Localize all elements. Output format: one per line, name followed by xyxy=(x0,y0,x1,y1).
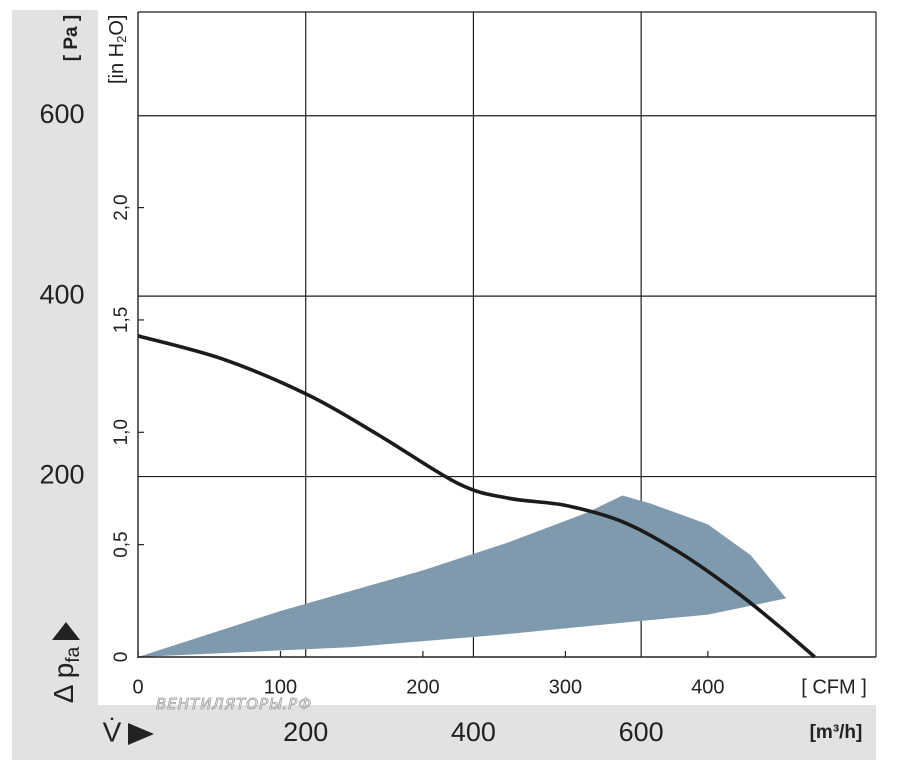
cfm-tick-label: 300 xyxy=(549,676,582,698)
pa-tick-label: 600 xyxy=(39,99,84,129)
m3h-tick-label: 600 xyxy=(619,717,664,747)
y-axis-label: Δ pfa xyxy=(48,646,84,703)
pa-tick-label: 400 xyxy=(39,279,84,309)
pa-tick-label: 200 xyxy=(39,460,84,490)
cfm-tick-label: 200 xyxy=(406,676,439,698)
y-axis-subscript: fa xyxy=(63,646,84,662)
y-axis-symbol: Δ p xyxy=(48,663,79,704)
cfm-tick-label: 400 xyxy=(691,676,724,698)
tick-labels: 200 400 600 0 0,5 1,0 1,5 2,0 0 100 200 300 400 200 40… xyxy=(39,99,724,747)
inh2o-unit-label: [in H2O] xyxy=(106,15,129,84)
x-axis-arrow-icon xyxy=(128,723,154,745)
cfm-unit-label: [ CFM ] xyxy=(801,676,867,698)
inh2o-tick-label: 2,0 xyxy=(111,194,132,220)
m3h-unit-label: [m³/h] xyxy=(810,722,863,743)
m3h-tick-label: 400 xyxy=(451,717,496,747)
m3h-tick-label: 200 xyxy=(283,717,328,747)
inh2o-tick-label: 1,0 xyxy=(111,419,132,445)
bottom-axis-band xyxy=(98,705,876,760)
fan-performance-curve xyxy=(137,334,816,659)
inh2o-tick-label: 1,5 xyxy=(111,307,132,333)
pa-unit-label: [ Pa ] xyxy=(61,15,82,61)
watermark: ВЕНТИЛЯТОРЫ.РФ xyxy=(156,695,312,713)
cfm-tick-label: 0 xyxy=(132,676,143,698)
operating-range-area xyxy=(138,495,787,657)
y-axis-arrow-icon xyxy=(52,622,80,640)
left-axis-band xyxy=(12,10,98,760)
axes xyxy=(137,12,876,658)
inh2o-tick-label: 0,5 xyxy=(111,531,132,557)
cfm-tick-label: 100 xyxy=(264,676,297,698)
x-axis-label: V̇ xyxy=(103,716,122,747)
inh2o-unit-end: O] xyxy=(106,15,128,36)
inh2o-unit-text: [in H xyxy=(106,43,128,84)
inh2o-unit-subscript: 2 xyxy=(114,36,129,43)
inh2o-tick-label: 0 xyxy=(111,652,132,663)
